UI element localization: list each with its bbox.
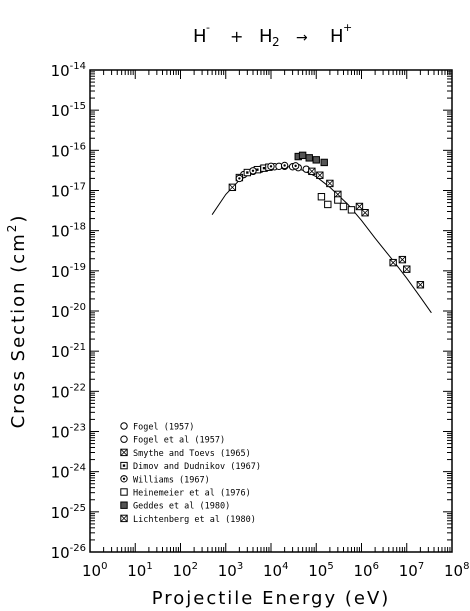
title-plus: + <box>230 27 243 46</box>
legend-marker <box>120 501 128 509</box>
data-point <box>398 255 407 264</box>
y-tick-label: 10-14 <box>51 61 86 80</box>
y-tick-label: 10-18 <box>51 222 86 241</box>
y-tick-label: 10-26 <box>51 543 86 562</box>
legend-marker <box>120 488 128 496</box>
y-tick-label: 10-25 <box>51 503 86 522</box>
data-point <box>280 161 289 170</box>
legend-label: Fogel (1957) <box>133 423 194 433</box>
data-point <box>416 281 425 289</box>
data-points <box>228 151 425 289</box>
y-tick-label: 10-22 <box>51 382 86 401</box>
legend-marker <box>120 475 128 483</box>
data-point <box>389 258 397 267</box>
y-tick-label: 10-23 <box>51 423 86 442</box>
legend-label: Williams (1967) <box>133 475 210 485</box>
x-tick-label: 102 <box>173 561 198 580</box>
fit-curve <box>211 165 432 314</box>
title-species-a: H <box>193 26 207 47</box>
legend: Fogel (1957) Fogel et al (1957) Smythe and… <box>120 422 261 525</box>
legend-label: Geddes et al (1980) <box>133 502 230 512</box>
legend-item: Dimov and Dudnikov (1967) <box>120 461 261 472</box>
x-tick-label: 100 <box>82 561 107 580</box>
x-tick-label: 106 <box>354 561 379 580</box>
y-tick-label: 10-16 <box>51 141 86 160</box>
y-tick-label: 10-15 <box>51 101 86 120</box>
legend-item: Geddes et al (1980) <box>120 501 230 512</box>
legend-label: Smythe and Toevs (1965) <box>133 449 251 459</box>
data-point <box>347 206 356 214</box>
legend-marker <box>120 435 128 443</box>
data-point <box>355 202 364 211</box>
data-point <box>235 174 244 183</box>
data-point <box>308 167 316 176</box>
data-point <box>305 154 313 162</box>
title-species-c: H <box>330 26 344 47</box>
legend-marker <box>120 461 128 470</box>
legend-item: Fogel (1957) <box>120 422 194 433</box>
x-tick-label: 103 <box>218 561 243 580</box>
data-point <box>326 179 334 188</box>
legend-item: Lichtenberg et al (1980) <box>120 514 256 525</box>
legend-item: Heinemeier et al (1976) <box>120 488 251 499</box>
title-species-b: H <box>259 26 273 47</box>
x-tick-label: 107 <box>399 561 424 580</box>
legend-marker <box>120 514 128 523</box>
y-axis-label-exponent: 2 <box>5 223 19 233</box>
data-point <box>317 193 326 201</box>
legend-label: Heinemeier et al (1976) <box>133 489 251 499</box>
legend-item: Smythe and Toevs (1965) <box>120 448 251 459</box>
x-tick-label: 101 <box>127 561 152 580</box>
chart-title: H - + H 2 → H + <box>193 21 352 49</box>
legend-marker <box>120 422 128 430</box>
legend-label: Fogel et al (1957) <box>133 436 225 446</box>
data-point <box>320 158 328 167</box>
y-axis-label-close: ) <box>8 214 29 223</box>
y-axis-label-main: Cross Section (cm <box>8 232 29 428</box>
x-axis-label: Projectile Energy (eV) <box>152 588 391 609</box>
y-tick-label: 10-21 <box>51 342 86 361</box>
y-tick-labels: 10-14 10-15 10-16 10-17 10-18 10-19 10-20 10-21… <box>51 61 86 562</box>
data-point <box>249 167 257 175</box>
data-point <box>267 162 275 171</box>
title-species-c-charge: + <box>343 21 352 34</box>
legend-label: Dimov and Dudnikov (1967) <box>133 462 261 472</box>
x-tick-label: 108 <box>444 561 469 580</box>
x-tick-labels: 100 101 102 103 104 105 106 107 108 <box>82 561 469 580</box>
data-point <box>324 200 332 209</box>
x-tick-label: 104 <box>263 561 288 580</box>
y-tick-label: 10-24 <box>51 463 86 482</box>
y-tick-label: 10-17 <box>51 182 86 201</box>
x-tick-label: 105 <box>308 561 333 580</box>
y-axis-label: Cross Section (cm2) <box>5 214 29 429</box>
legend-label: Lichtenberg et al (1980) <box>133 515 256 525</box>
title-species-b-subscript: 2 <box>272 35 280 49</box>
data-point <box>228 183 237 192</box>
svg-text:Cross Section (cm2): Cross Section (cm2) <box>5 214 29 429</box>
title-arrow: → <box>296 30 308 46</box>
data-point <box>298 151 307 160</box>
title-species-a-charge: - <box>206 21 210 34</box>
y-tick-label: 10-20 <box>51 302 86 321</box>
legend-item: Williams (1967) <box>120 475 210 485</box>
data-point <box>403 265 411 273</box>
axis-ticks <box>89 69 453 553</box>
legend-item: Fogel et al (1957) <box>120 435 225 446</box>
legend-marker <box>120 448 128 457</box>
data-point <box>361 209 369 217</box>
data-point <box>339 202 348 211</box>
data-point <box>312 156 320 164</box>
data-point <box>291 162 300 170</box>
y-tick-label: 10-19 <box>51 262 86 281</box>
data-point <box>316 171 324 179</box>
data-point <box>334 196 342 204</box>
